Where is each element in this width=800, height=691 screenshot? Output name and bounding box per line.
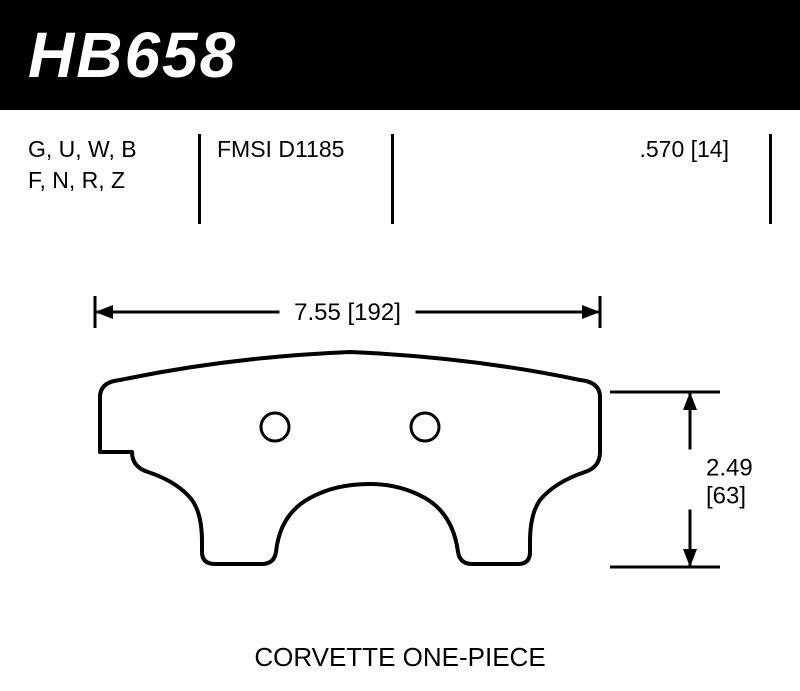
svg-text:[63]: [63] [706,483,746,510]
diagram-area: 7.55 [192] 2.49[63] [0,252,800,682]
spec-row: G, U, W, B F, N, R, Z FMSI D1185 .570 [1… [0,110,800,232]
fmsi-value: FMSI D1185 [217,134,391,165]
svg-text:7.55 [192]: 7.55 [192] [294,299,401,326]
header-bar: HB658 [0,0,800,110]
part-number: HB658 [28,18,772,92]
compound-codes: G, U, W, B F, N, R, Z [28,134,198,224]
compounds-line-1: G, U, W, B [28,134,198,165]
brake-pad-diagram: 7.55 [192] 2.49[63] [0,252,800,682]
compounds-line-2: F, N, R, Z [28,165,198,196]
thickness-value: .570 [14] [394,134,729,165]
thickness-spec: .570 [14] [394,134,769,224]
product-name: CORVETTE ONE-PIECE [0,642,800,673]
divider-3 [769,134,772,224]
fmsi-code: FMSI D1185 [201,134,391,224]
svg-text:2.49: 2.49 [706,455,753,482]
